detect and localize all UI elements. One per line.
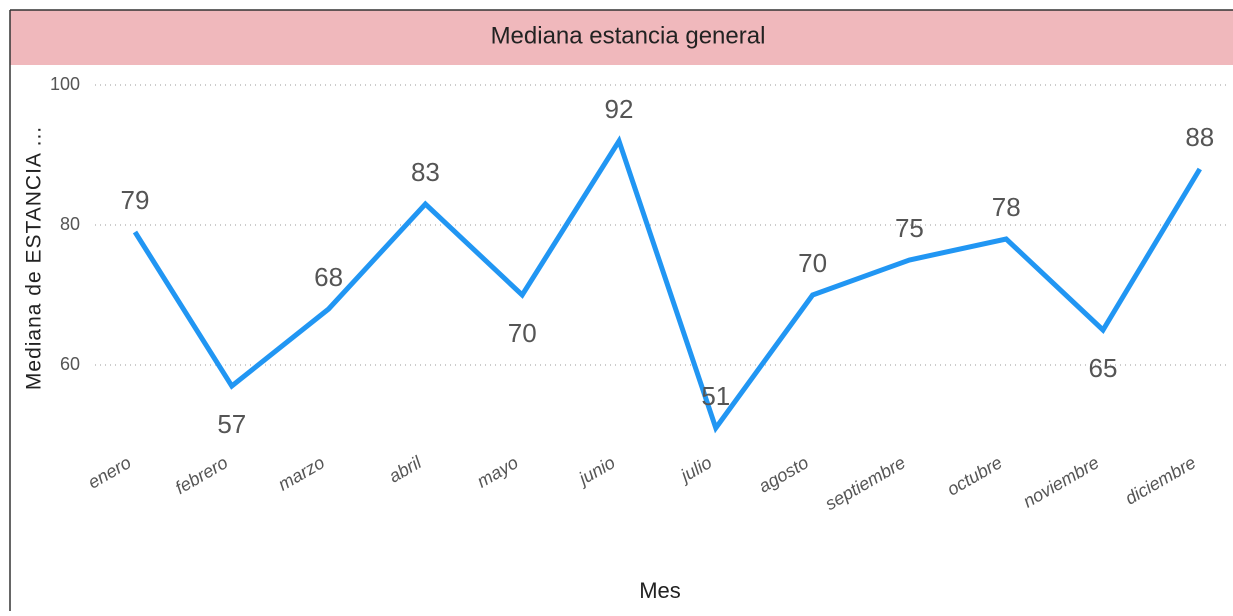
x-tick-label: octubre [944,452,1006,499]
x-tick-label: marzo [275,452,328,494]
x-tick-label: enero [84,452,134,492]
x-tick-label: febrero [172,452,231,498]
data-label: 70 [798,248,827,278]
data-label: 83 [411,157,440,187]
data-label: 68 [314,262,343,292]
y-tick-label: 80 [60,214,80,234]
data-label: 92 [605,94,634,124]
y-tick-label: 60 [60,354,80,374]
x-tick-label: mayo [473,452,521,491]
data-label: 65 [1089,353,1118,383]
y-tick-label: 100 [50,74,80,94]
x-tick-label: junio [573,452,619,490]
x-tick-label: diciembre [1122,452,1200,508]
data-label: 75 [895,213,924,243]
x-axis-label: Mes [639,578,681,603]
data-label: 70 [508,318,537,348]
y-axis-label: Mediana de ESTANCIA ... [23,126,46,390]
x-tick-label: noviembre [1020,452,1103,511]
line-series [132,135,1202,434]
x-tick-label: septiembre [822,452,909,514]
x-tick-label: abril [385,452,425,487]
data-label: 79 [121,185,150,215]
data-label: 88 [1185,122,1214,152]
data-label: 78 [992,192,1021,222]
x-tick-label: julio [675,452,715,487]
data-label: 57 [217,409,246,439]
title-bar [10,10,1233,65]
data-label: 51 [701,381,730,411]
x-tick-label: agosto [755,452,812,496]
chart-title: Mediana estancia general [491,22,766,49]
